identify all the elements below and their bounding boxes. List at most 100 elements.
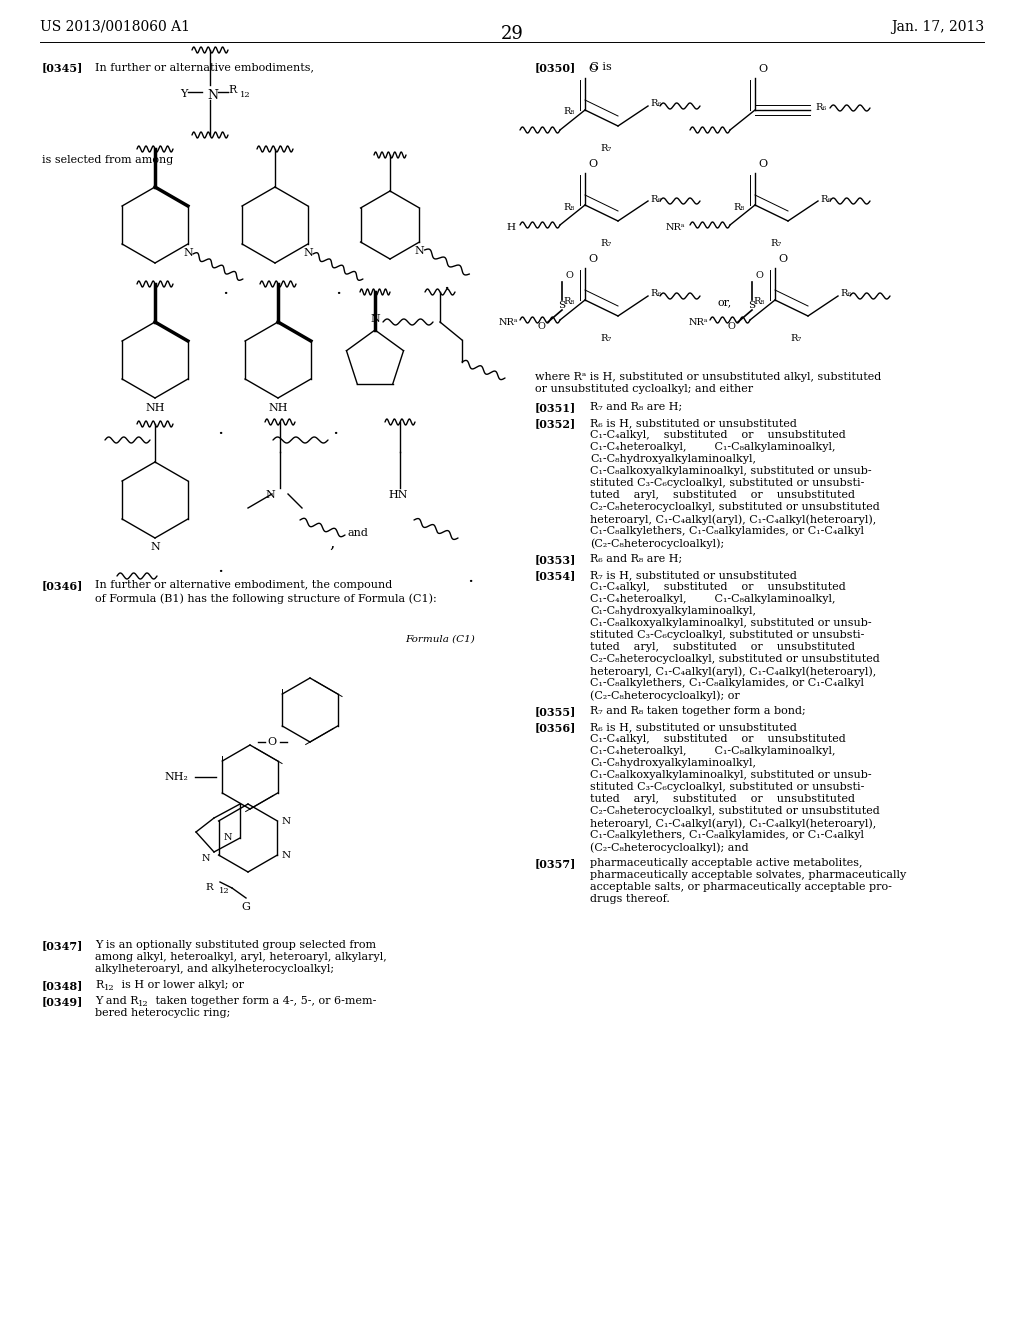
Text: N: N bbox=[282, 817, 291, 825]
Text: N: N bbox=[202, 854, 210, 863]
Text: R₆: R₆ bbox=[840, 289, 851, 298]
Text: S: S bbox=[558, 301, 565, 309]
Text: R₈: R₈ bbox=[564, 297, 575, 306]
Text: [0347]: [0347] bbox=[42, 940, 83, 950]
Text: NRᵃ: NRᵃ bbox=[688, 318, 708, 327]
Text: R₆ is H, substituted or unsubstituted: R₆ is H, substituted or unsubstituted bbox=[590, 722, 797, 733]
Text: 12: 12 bbox=[240, 91, 251, 99]
Text: is H or lower alkyl; or: is H or lower alkyl; or bbox=[118, 979, 244, 990]
Text: N: N bbox=[265, 490, 274, 500]
Text: Jan. 17, 2013: Jan. 17, 2013 bbox=[891, 20, 984, 34]
Text: C₁-C₄alkyl,    substituted    or    unsubstituted: C₁-C₄alkyl, substituted or unsubstituted bbox=[590, 430, 846, 440]
Text: C₁-C₈alkoxyalkylaminoalkyl, substituted or unsub-: C₁-C₈alkoxyalkylaminoalkyl, substituted … bbox=[590, 770, 871, 780]
Text: .: . bbox=[332, 420, 338, 438]
Text: Formula (C1): Formula (C1) bbox=[406, 635, 475, 644]
Text: US 2013/0018060 A1: US 2013/0018060 A1 bbox=[40, 20, 190, 34]
Text: R₇: R₇ bbox=[770, 239, 781, 248]
Text: bered heterocyclic ring;: bered heterocyclic ring; bbox=[95, 1008, 230, 1018]
Text: [0355]: [0355] bbox=[535, 706, 577, 717]
Text: C₁-C₈alkylethers, C₁-C₈alkylamides, or C₁-C₄alkyl: C₁-C₈alkylethers, C₁-C₈alkylamides, or C… bbox=[590, 678, 864, 688]
Text: heteroaryl, C₁-C₄alkyl(aryl), C₁-C₄alkyl(heteroaryl),: heteroaryl, C₁-C₄alkyl(aryl), C₁-C₄alkyl… bbox=[590, 818, 877, 829]
Text: C₁-C₈hydroxyalkylaminoalkyl,: C₁-C₈hydroxyalkylaminoalkyl, bbox=[590, 758, 756, 768]
Text: S: S bbox=[749, 301, 756, 309]
Text: In further or alternative embodiments,: In further or alternative embodiments, bbox=[95, 62, 314, 73]
Text: stituted C₃-C₆cycloalkyl, substituted or unsubsti-: stituted C₃-C₆cycloalkyl, substituted or… bbox=[590, 630, 864, 640]
Text: R₇: R₇ bbox=[791, 334, 802, 343]
Text: NH: NH bbox=[268, 403, 288, 413]
Text: Y is an optionally substituted group selected from: Y is an optionally substituted group sel… bbox=[95, 940, 376, 950]
Text: [0356]: [0356] bbox=[535, 722, 577, 733]
Text: R₆: R₆ bbox=[650, 194, 662, 203]
Text: O: O bbox=[758, 158, 767, 169]
Text: R₈: R₈ bbox=[564, 202, 575, 211]
Text: [0353]: [0353] bbox=[535, 554, 577, 565]
Text: NRᵃ: NRᵃ bbox=[499, 318, 518, 327]
Text: .: . bbox=[467, 568, 473, 586]
Text: R₈: R₈ bbox=[734, 202, 745, 211]
Text: R₆: R₆ bbox=[650, 99, 662, 108]
Text: of Formula (B1) has the following structure of Formula (C1):: of Formula (B1) has the following struct… bbox=[95, 593, 437, 603]
Text: .: . bbox=[335, 280, 341, 298]
Text: stituted C₃-C₆cycloalkyl, substituted or unsubsti-: stituted C₃-C₆cycloalkyl, substituted or… bbox=[590, 781, 864, 792]
Text: R: R bbox=[228, 84, 237, 95]
Text: NRᵃ: NRᵃ bbox=[666, 223, 685, 232]
Text: (C₂-C₈heterocycloalkyl); or: (C₂-C₈heterocycloalkyl); or bbox=[590, 690, 739, 701]
Text: .: . bbox=[442, 275, 450, 293]
Text: [0346]: [0346] bbox=[42, 579, 83, 591]
Text: C₁-C₈alkoxyalkylaminoalkyl, substituted or unsub-: C₁-C₈alkoxyalkylaminoalkyl, substituted … bbox=[590, 466, 871, 477]
Text: N: N bbox=[370, 314, 380, 323]
Text: N: N bbox=[183, 248, 193, 257]
Text: NH: NH bbox=[145, 403, 165, 413]
Text: NH₂: NH₂ bbox=[164, 772, 188, 781]
Text: (C₂-C₈heterocycloalkyl); and: (C₂-C₈heterocycloalkyl); and bbox=[590, 842, 749, 853]
Text: [0354]: [0354] bbox=[535, 570, 577, 581]
Text: 29: 29 bbox=[501, 25, 523, 44]
Text: and: and bbox=[348, 528, 369, 539]
Text: R₈: R₈ bbox=[564, 107, 575, 116]
Text: R: R bbox=[95, 979, 103, 990]
Text: C₁-C₈hydroxyalkylaminoalkyl,: C₁-C₈hydroxyalkylaminoalkyl, bbox=[590, 606, 756, 616]
Text: R₆: R₆ bbox=[820, 194, 831, 203]
Text: C₁-C₈alkylethers, C₁-C₈alkylamides, or C₁-C₄alkyl: C₁-C₈alkylethers, C₁-C₈alkylamides, or C… bbox=[590, 525, 864, 536]
Text: (C₂-C₈heterocycloalkyl);: (C₂-C₈heterocycloalkyl); bbox=[590, 539, 724, 549]
Text: Y and R: Y and R bbox=[95, 997, 138, 1006]
Text: N: N bbox=[415, 246, 424, 256]
Text: .: . bbox=[222, 280, 228, 298]
Text: N: N bbox=[151, 543, 160, 552]
Text: C₂-C₈heterocycloalkyl, substituted or unsubstituted: C₂-C₈heterocycloalkyl, substituted or un… bbox=[590, 653, 880, 664]
Text: O: O bbox=[588, 253, 597, 264]
Text: C₁-C₈alkylethers, C₁-C₈alkylamides, or C₁-C₄alkyl: C₁-C₈alkylethers, C₁-C₈alkylamides, or C… bbox=[590, 830, 864, 840]
Text: R₇: R₇ bbox=[600, 334, 611, 343]
Text: C₁-C₈alkoxyalkylaminoalkyl, substituted or unsub-: C₁-C₈alkoxyalkylaminoalkyl, substituted … bbox=[590, 618, 871, 628]
Text: R₆ is H, substituted or unsubstituted: R₆ is H, substituted or unsubstituted bbox=[590, 418, 797, 428]
Text: C₂-C₈heterocycloalkyl, substituted or unsubstituted: C₂-C₈heterocycloalkyl, substituted or un… bbox=[590, 502, 880, 512]
Text: tuted    aryl,    substituted    or    unsubstituted: tuted aryl, substituted or unsubstituted bbox=[590, 490, 855, 500]
Text: O: O bbox=[778, 253, 787, 264]
Text: R: R bbox=[205, 883, 213, 892]
Text: C₁-C₄alkyl,    substituted    or    unsubstituted: C₁-C₄alkyl, substituted or unsubstituted bbox=[590, 734, 846, 744]
Text: H: H bbox=[506, 223, 515, 232]
Text: heteroaryl, C₁-C₄alkyl(aryl), C₁-C₄alkyl(heteroaryl),: heteroaryl, C₁-C₄alkyl(aryl), C₁-C₄alkyl… bbox=[590, 667, 877, 677]
Text: C₂-C₈heterocycloalkyl, substituted or unsubstituted: C₂-C₈heterocycloalkyl, substituted or un… bbox=[590, 807, 880, 816]
Text: R₇ is H, substituted or unsubstituted: R₇ is H, substituted or unsubstituted bbox=[590, 570, 797, 579]
Text: HN: HN bbox=[388, 490, 408, 500]
Text: alkylheteroaryl, and alkylheterocycloalkyl;: alkylheteroaryl, and alkylheterocycloalk… bbox=[95, 964, 334, 974]
Text: [0348]: [0348] bbox=[42, 979, 83, 991]
Text: [0350]: [0350] bbox=[535, 62, 577, 73]
Text: C₁-C₈hydroxyalkylaminoalkyl,: C₁-C₈hydroxyalkylaminoalkyl, bbox=[590, 454, 756, 465]
Text: O: O bbox=[758, 63, 767, 74]
Text: drugs thereof.: drugs thereof. bbox=[590, 894, 670, 904]
Text: O: O bbox=[538, 322, 545, 331]
Text: pharmaceutically acceptable solvates, pharmaceutically: pharmaceutically acceptable solvates, ph… bbox=[590, 870, 906, 880]
Text: C₁-C₄heteroalkyl,        C₁-C₈alkylaminoalkyl,: C₁-C₄heteroalkyl, C₁-C₈alkylaminoalkyl, bbox=[590, 746, 836, 756]
Text: G: G bbox=[242, 902, 251, 912]
Text: R₆: R₆ bbox=[815, 103, 826, 112]
Text: N: N bbox=[303, 248, 312, 257]
Text: tuted    aryl,    substituted    or    unsubstituted: tuted aryl, substituted or unsubstituted bbox=[590, 642, 855, 652]
Text: O: O bbox=[755, 271, 763, 280]
Text: C₁-C₄heteroalkyl,        C₁-C₈alkylaminoalkyl,: C₁-C₄heteroalkyl, C₁-C₈alkylaminoalkyl, bbox=[590, 594, 836, 605]
Text: [0357]: [0357] bbox=[535, 858, 577, 869]
Text: O: O bbox=[727, 322, 735, 331]
Text: R₇ and R₈ taken together form a bond;: R₇ and R₈ taken together form a bond; bbox=[590, 706, 806, 715]
Text: R₆ and R₈ are H;: R₆ and R₈ are H; bbox=[590, 554, 682, 564]
